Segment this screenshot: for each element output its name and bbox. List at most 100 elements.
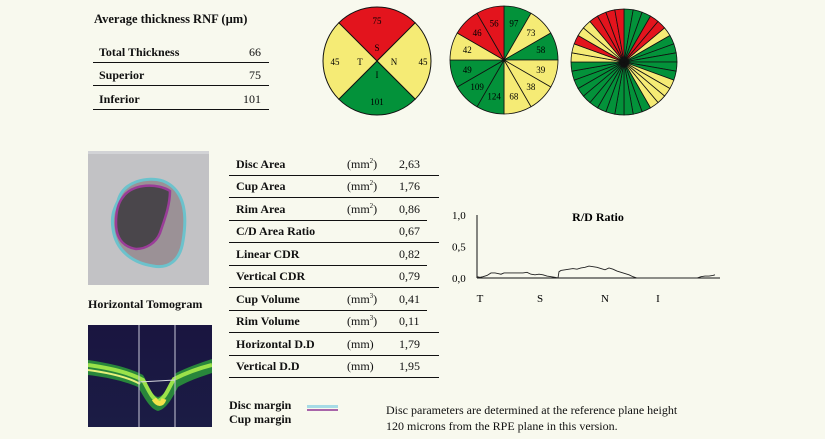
- rd-ratio-line: [476, 265, 716, 279]
- rnf-value: 66: [249, 45, 261, 59]
- optic-disc-image: [88, 151, 209, 285]
- clock-sector-value: 42: [463, 45, 472, 55]
- rnf-value: 75: [249, 68, 261, 82]
- param-value: 2,63: [399, 156, 420, 171]
- cup-margin-swatch: [307, 409, 338, 411]
- rd-ratio-chart: R/D Ratio 1,0 0,5 0,0 T S N I: [452, 210, 720, 305]
- param-unit: (mm2): [347, 179, 378, 193]
- x-tick-label: T: [477, 293, 484, 305]
- rnf-title: Average thickness RNF (µm): [94, 12, 248, 26]
- param-value: 1,95: [399, 359, 420, 373]
- param-label: C/D Area Ratio: [236, 224, 316, 238]
- param-row: Vertical CDR 0,79: [229, 266, 439, 288]
- footnote-line-1: Disc parameters are determined at the re…: [386, 403, 678, 417]
- footnote: Disc parameters are determined at the re…: [386, 402, 726, 434]
- legend-cup-margin: Cup margin: [229, 412, 292, 426]
- clock-sector-value: 73: [526, 28, 536, 38]
- sector-label: I: [376, 70, 379, 80]
- param-unit-text: (mm: [347, 314, 370, 328]
- param-label: Cup Volume: [236, 291, 300, 306]
- sector-label: S: [374, 43, 379, 53]
- param-row: Rim Area (mm2) 0,86: [229, 198, 427, 221]
- param-unit: (mm): [347, 337, 374, 352]
- clock-sector-value: 39: [536, 65, 546, 75]
- clock-sector-value: 97: [509, 18, 519, 28]
- param-row: Linear CDR 0,82: [229, 243, 427, 266]
- param-unit-text: (mm: [347, 291, 370, 306]
- param-unit: (mm2): [347, 201, 378, 216]
- rnf-value: 101: [243, 92, 261, 106]
- param-value: 0,67: [399, 224, 420, 238]
- param-row: Disc Area (mm2) 2,63: [229, 153, 439, 176]
- param-value: 1,76: [399, 179, 420, 193]
- sector-label: N: [391, 57, 398, 67]
- sector-value: 75: [373, 16, 383, 26]
- param-unit: (mm3): [347, 314, 378, 328]
- y-tick-label: 1,0: [452, 210, 466, 222]
- rnf-row-superior: Superior 75: [93, 65, 269, 86]
- param-value: 1,79: [399, 336, 420, 351]
- param-row: Horizontal D.D (mm) 1,79: [229, 333, 439, 356]
- param-unit-exponent: 2: [369, 201, 374, 210]
- quadrant-sector: [322, 22, 378, 100]
- param-label: Cup Area: [236, 179, 286, 193]
- param-value: 0,41: [399, 291, 420, 306]
- param-unit-exponent: 3: [369, 314, 374, 322]
- x-tick-label: I: [656, 293, 660, 305]
- param-unit-text: (mm): [347, 336, 374, 351]
- clock-sector-value: 49: [463, 65, 473, 75]
- param-value: 0,79: [399, 269, 420, 283]
- rd-chart-title: R/D Ratio: [572, 210, 624, 224]
- param-value: 0,82: [399, 246, 420, 261]
- rnf-label: Superior: [99, 68, 145, 82]
- param-row: Cup Volume (mm3) 0,41: [229, 288, 427, 311]
- rnf-label: Total Thickness: [99, 45, 180, 59]
- rnf-label: Inferior: [99, 92, 140, 106]
- param-label: Linear CDR: [236, 246, 300, 261]
- rnf-row-inferior: Inferior 101: [93, 89, 269, 110]
- param-label: Horizontal D.D: [236, 336, 315, 351]
- quadrant-chart: 75 45 101 45 S N I T: [322, 6, 432, 116]
- param-unit: (mm3): [347, 291, 378, 306]
- param-label: Disc Area: [236, 156, 286, 171]
- param-row: Vertical D.D (mm) 1,95: [229, 356, 439, 378]
- sector-value: 101: [370, 97, 384, 107]
- param-value: 0,11: [399, 314, 420, 328]
- clock-sector-value: 109: [470, 82, 484, 92]
- quadrant-sector: [338, 6, 416, 62]
- param-unit: (mm2): [347, 156, 378, 171]
- horizontal-tomogram-image: [88, 325, 212, 427]
- sector-label: T: [357, 57, 363, 67]
- param-label: Vertical CDR: [236, 269, 306, 283]
- param-row: Cup Area (mm2) 1,76: [229, 176, 439, 198]
- param-label: Vertical D.D: [236, 359, 300, 373]
- footnote-line-2: 120 microns from the RPE plane in this v…: [386, 419, 618, 433]
- param-value: 0,86: [399, 201, 420, 216]
- clock-sector-value: 68: [509, 92, 519, 102]
- param-unit-exponent: 2: [369, 179, 374, 187]
- param-unit: (mm): [347, 359, 374, 374]
- y-tick-label: 0,5: [452, 242, 466, 254]
- clock-sector-value: 124: [487, 92, 501, 102]
- param-unit-exponent: 3: [369, 291, 374, 300]
- legend-disc-margin: Disc margin: [229, 398, 292, 412]
- sector-36-chart: [570, 8, 678, 116]
- clock-sector-value: 56: [490, 18, 500, 28]
- param-unit-text: (mm: [347, 156, 370, 171]
- rnf-row-total: Total Thickness 66: [93, 42, 269, 63]
- param-row: C/D Area Ratio 0,67: [229, 221, 439, 243]
- y-tick-label: 0,0: [452, 273, 466, 285]
- x-tick-label: S: [537, 293, 543, 305]
- disc-margin-swatch: [307, 405, 338, 408]
- sector-36: [614, 8, 625, 63]
- param-label: Rim Volume: [236, 314, 300, 328]
- disc-parameters-table: Disc Area (mm2) 2,63 Cup Area (mm2) 1,76 Rim A…: [229, 153, 439, 378]
- param-unit-text: (mm): [347, 359, 374, 373]
- quadrant-sector: [376, 22, 432, 100]
- param-unit-text: (mm: [347, 179, 370, 193]
- sector-value: 45: [419, 57, 429, 67]
- quadrant-sector: [338, 60, 416, 116]
- sector-value: 45: [331, 57, 341, 67]
- param-unit-text: (mm: [347, 201, 370, 216]
